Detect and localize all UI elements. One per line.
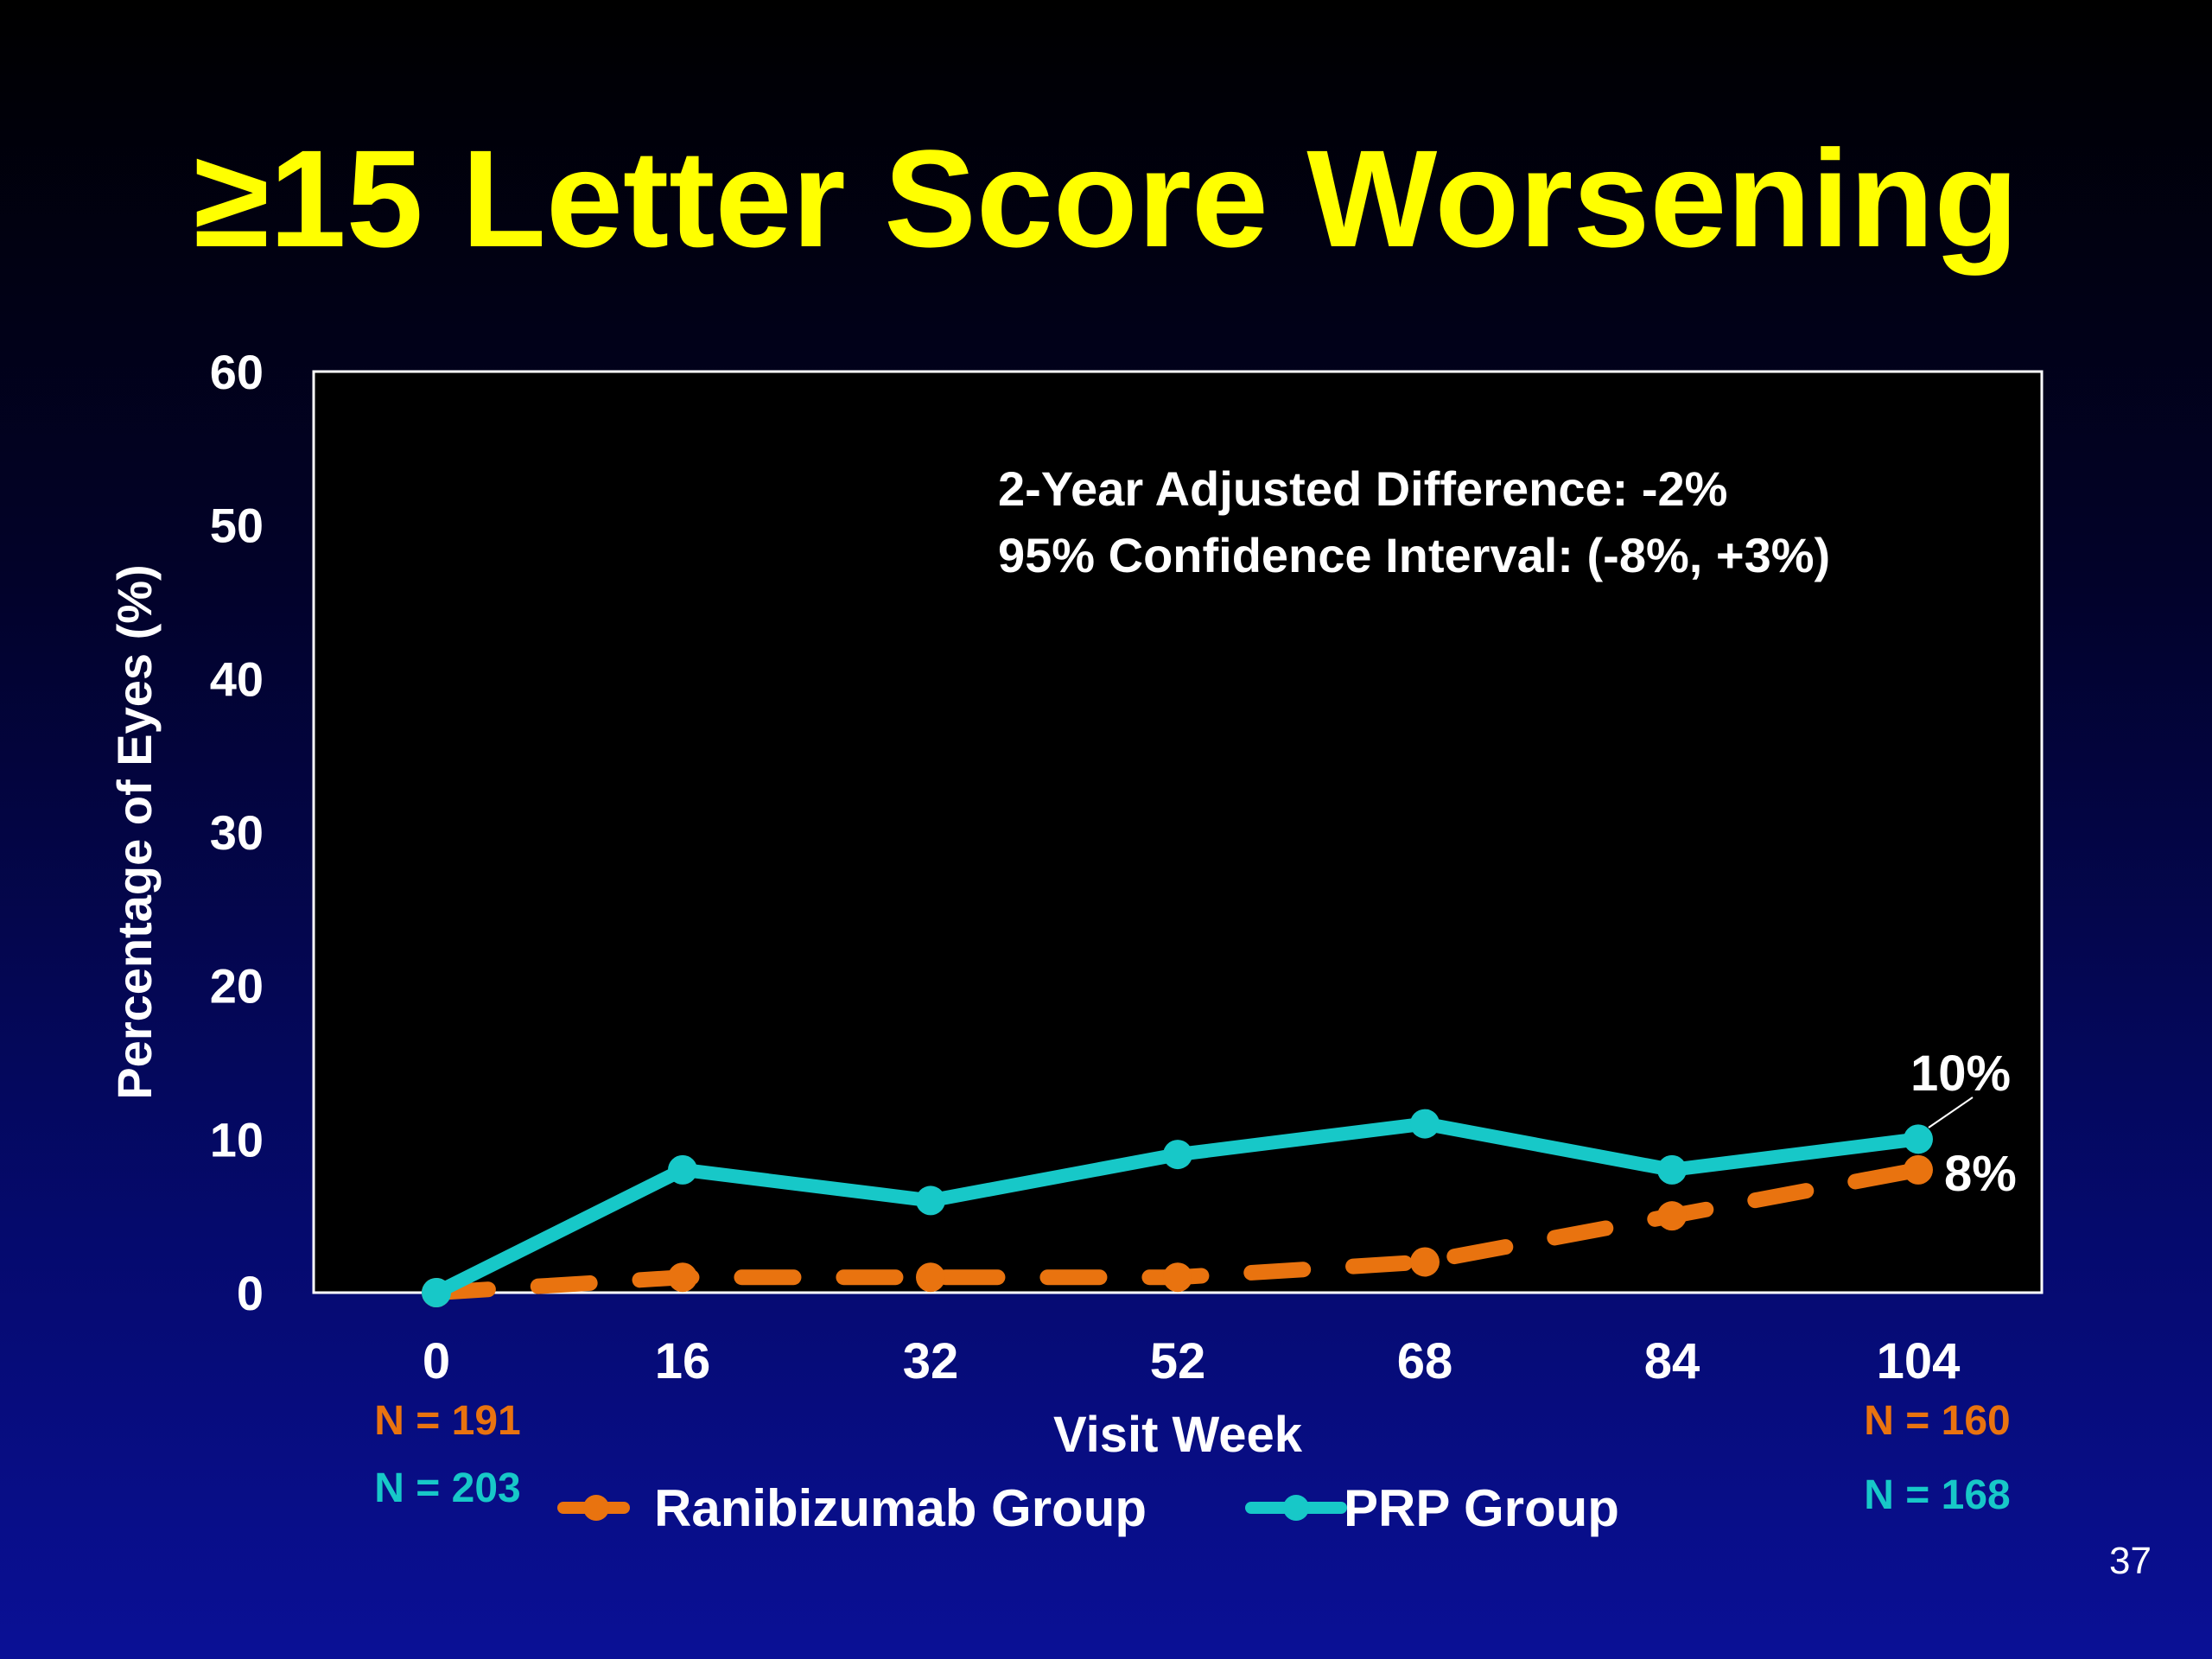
prp-data-point: [1410, 1109, 1440, 1139]
slide-title: ≥15 Letter Score Worsening: [193, 121, 2019, 276]
annotation-line-1: 2-Year Adjusted Difference: -2%: [998, 461, 1727, 516]
x-axis-label: Visit Week: [1053, 1407, 1303, 1463]
prp-data-point: [916, 1185, 945, 1216]
y-tick-label: 50: [210, 499, 264, 553]
prp-data-point: [1904, 1124, 1933, 1154]
legend: Ranibizumab Group PRP Group: [557, 1479, 1619, 1537]
legend-item-ranibizumab: Ranibizumab Group: [557, 1479, 1147, 1537]
legend-item-prp: PRP Group: [1245, 1479, 1619, 1537]
ranibizumab-data-point: [1904, 1154, 1933, 1185]
y-tick-label: 20: [210, 959, 264, 1014]
legend-label-prp: PRP Group: [1344, 1479, 1619, 1537]
ranibizumab-data-point: [1657, 1201, 1687, 1231]
prp-data-point: [1657, 1154, 1687, 1185]
annotation: 2-Year Adjusted Difference: -2% 95% Conf…: [998, 461, 1830, 582]
ranibizumab-data-point: [1163, 1262, 1192, 1293]
legend-label-ranibizumab: Ranibizumab Group: [654, 1479, 1147, 1537]
legend-swatch-prp-marker: [1283, 1495, 1309, 1521]
prp-n-end: N = 168: [1864, 1472, 2010, 1518]
ranibizumab-end-label: 8%: [1944, 1146, 2017, 1202]
prp-end-label-leader: [1928, 1096, 1974, 1128]
y-tick-label: 60: [210, 345, 264, 399]
prp-n-start: N = 203: [374, 1465, 520, 1511]
legend-swatch-ranibizumab-marker: [583, 1495, 609, 1521]
y-tick-label: 0: [237, 1266, 264, 1320]
ranibizumab-data-point: [916, 1262, 945, 1293]
x-tick-label: 16: [655, 1333, 711, 1389]
ranibizumab-n-start: N = 191: [374, 1398, 520, 1444]
y-axis-label: Percentage of Eyes (%): [107, 564, 162, 1099]
x-tick-label: 104: [1877, 1333, 1961, 1389]
x-tick-label: 68: [1397, 1333, 1453, 1389]
plot-area: [312, 370, 2044, 1294]
y-axis-ticks: 0 10 20 30 40 50 60: [210, 345, 264, 1320]
x-tick-label: 0: [423, 1333, 450, 1389]
x-tick-label: 52: [1150, 1333, 1206, 1389]
series-layer: [422, 1109, 1933, 1307]
x-tick-label: 32: [903, 1333, 959, 1389]
prp-data-point: [668, 1154, 697, 1185]
ranibizumab-data-point: [1410, 1247, 1440, 1277]
y-tick-label: 10: [210, 1112, 264, 1166]
y-tick-label: 30: [210, 805, 264, 860]
prp-data-point: [422, 1278, 451, 1307]
prp-data-point: [1163, 1140, 1192, 1170]
annotation-line-2: 95% Confidence Interval: (-8%, +3%): [998, 528, 1830, 582]
prp-end-label: 10%: [1910, 1046, 2011, 1102]
y-tick-label: 40: [210, 652, 264, 706]
x-axis-ticks: 0 16 32 52 68 84 104: [423, 1333, 1961, 1389]
page-number: 37: [2109, 1540, 2152, 1582]
ranibizumab-n-end: N = 160: [1864, 1398, 2010, 1444]
x-tick-label: 84: [1644, 1333, 1700, 1389]
ranibizumab-data-point: [668, 1262, 697, 1293]
